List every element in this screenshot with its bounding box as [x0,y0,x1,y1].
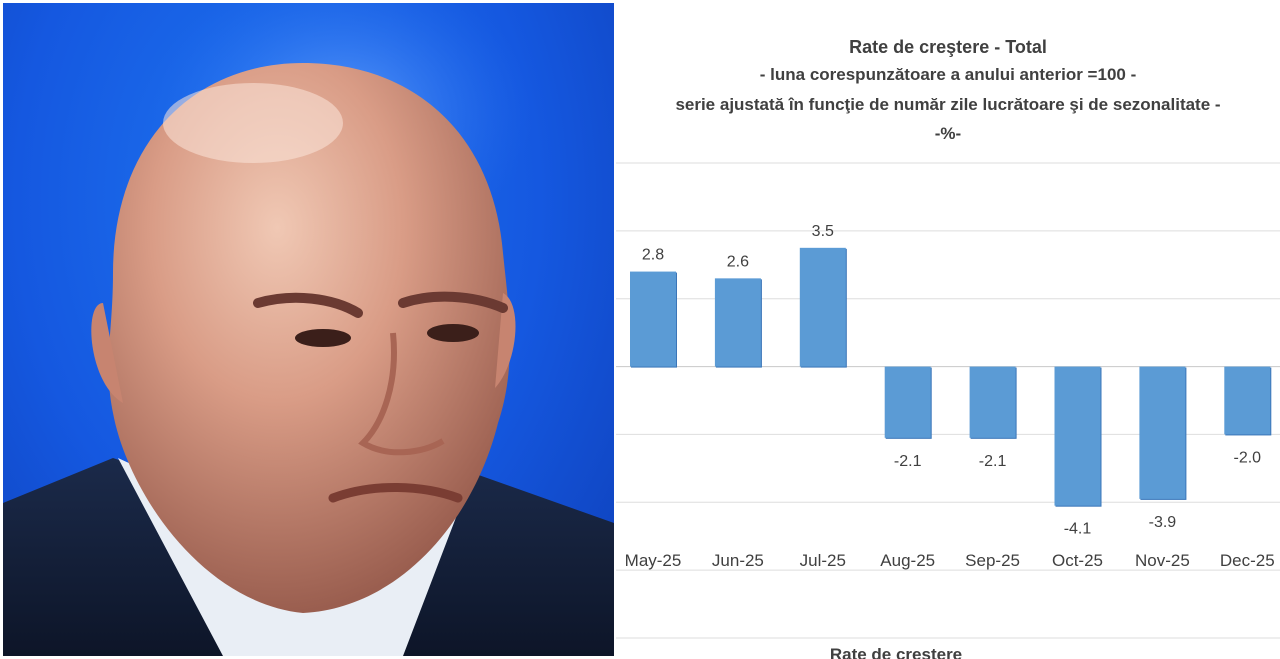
chart-panel: 2.8 2.6 3.5 -2.1 -2.1 -4.1 -3.9 -2.0 May-25 Jun-… [616,0,1280,659]
tick-label-May-25: May-25 [625,551,682,570]
tick-label-Sep-25: Sep-25 [965,551,1020,570]
data-label-Aug-25: -2.1 [894,453,922,470]
tick-label-Jul-25: Jul-25 [800,551,846,570]
data-label-Oct-25: -4.1 [1064,521,1092,538]
tick-label-Jun-25: Jun-25 [712,551,764,570]
next-chart-title: Rate de creştere [829,645,963,659]
data-label-Nov-25: -3.9 [1149,514,1177,531]
tick-label-Dec-25: Dec-25 [1220,551,1275,570]
bars [630,247,1272,507]
bar-Sep-25 [969,366,1016,438]
portrait-photo [3,3,614,656]
data-label-Jun-25: 2.6 [727,253,749,270]
bar-Oct-25 [1054,366,1101,506]
data-label-Dec-25: -2.0 [1234,449,1262,466]
bar-Nov-25 [1139,366,1186,499]
data-label-Jul-25: 3.5 [812,223,834,240]
tick-label-Nov-25: Nov-25 [1135,551,1190,570]
data-labels: 2.8 2.6 3.5 -2.1 -2.1 -4.1 -3.9 -2.0 [642,223,1261,538]
chart-unit: -%- [934,124,962,143]
tick-label-Aug-25: Aug-25 [880,551,935,570]
data-label-May-25: 2.8 [642,247,664,264]
bar-Aug-25 [884,366,931,438]
chart-title: Rate de creştere - Total [849,37,1047,57]
chart-subtitle-base: - luna corespunzătoare a anului anterior… [759,65,1137,84]
chart-subtitle-adjustment: serie ajustată în funcţie de număr zile … [675,95,1221,114]
bar-May-25 [630,271,676,367]
tick-label-Oct-25: Oct-25 [1052,551,1103,570]
category-axis-labels: May-25 Jun-25 Jul-25 Aug-25 Sep-25 Oct-25 Nov-… [625,551,1275,570]
bar-Dec-25 [1224,366,1271,435]
bar-chart: 2.8 2.6 3.5 -2.1 -2.1 -4.1 -3.9 -2.0 May-25 Jun-… [616,162,1280,639]
portrait-illustration [3,3,614,656]
bar-Jun-25 [714,278,761,367]
bar-Jul-25 [799,247,846,367]
data-label-Sep-25: -2.1 [979,453,1007,470]
